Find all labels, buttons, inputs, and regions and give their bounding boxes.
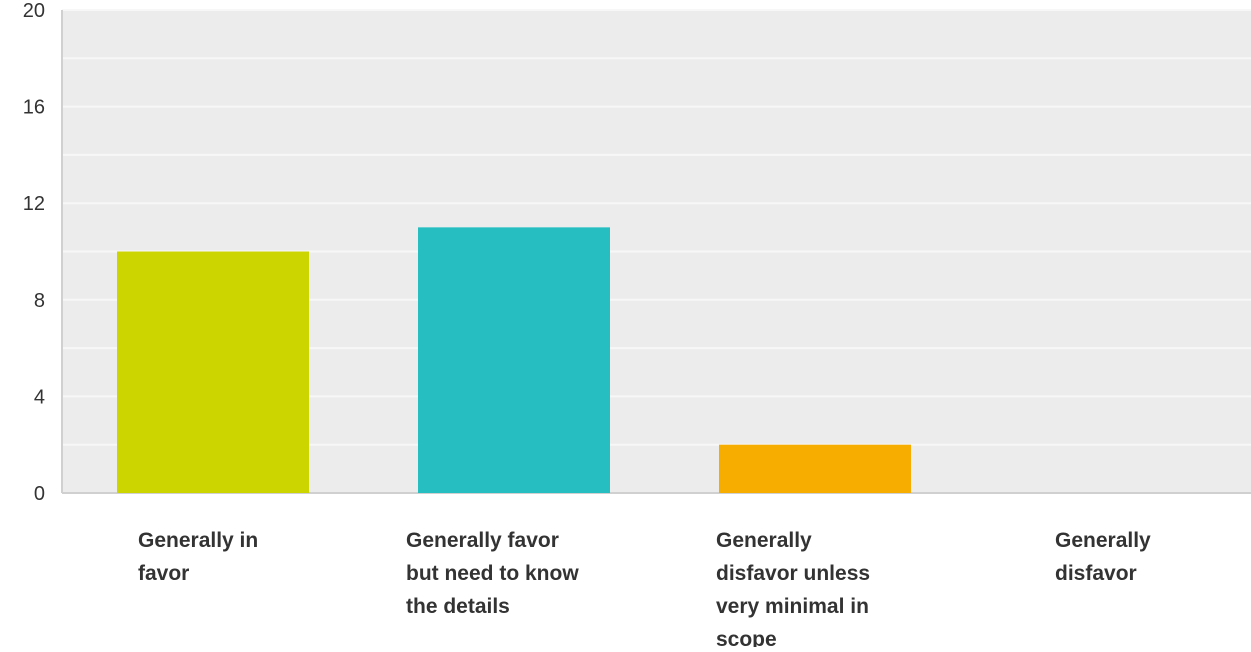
bar bbox=[117, 251, 309, 493]
y-tick-label: 4 bbox=[34, 386, 45, 408]
y-tick-label: 0 bbox=[34, 483, 45, 505]
y-tick-label: 20 bbox=[23, 0, 45, 22]
x-category-label: Generally disfavor bbox=[1055, 529, 1151, 585]
bars bbox=[117, 227, 911, 493]
y-tick-label: 8 bbox=[34, 290, 45, 312]
x-category-label: Generally in favor bbox=[138, 529, 258, 585]
bar bbox=[719, 444, 911, 493]
y-tick-label: 16 bbox=[23, 97, 45, 119]
y-axis-ticks: 0 4 8 12 16 20 bbox=[23, 0, 45, 505]
y-tick-label: 12 bbox=[23, 193, 45, 215]
x-category-label: Generally favor but need to know the detai… bbox=[406, 529, 579, 618]
bar bbox=[418, 227, 610, 493]
x-category-label: Generally disfavor unless very minimal in s… bbox=[716, 529, 870, 647]
x-axis-category-labels: Generally in favor Generally favor but need… bbox=[138, 529, 1151, 651]
